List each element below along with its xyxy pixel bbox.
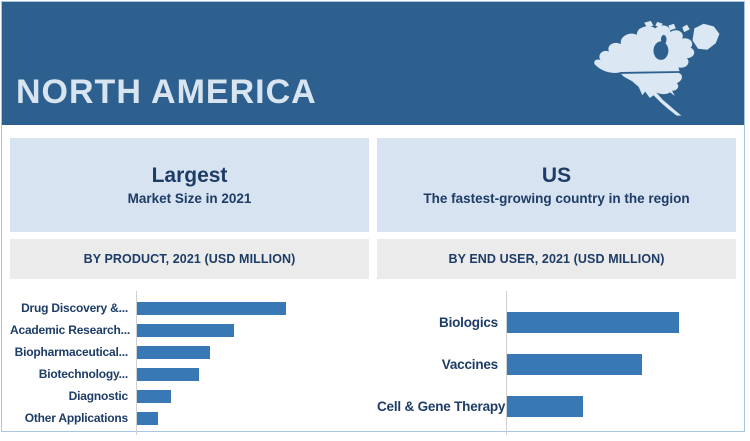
bar-track [136,319,369,341]
category-label: Vaccines [441,356,498,372]
bar-track [136,341,369,363]
by-end-user-bar-chart: Biologics Vaccines Cell & Gene Therapy [377,291,736,435]
by-product-bar-chart: Drug Discovery &... Academic Research... B… [10,291,369,435]
category-label: Biologics [439,314,498,330]
infographic-frame: NORTH AMERICA Largest Market Size in 202… [1,1,745,435]
panel-left: Largest Market Size in 2021 BY PRODUCT, … [10,138,369,279]
bar [136,389,172,403]
bar-track [506,301,736,343]
bar [136,411,159,425]
panel-left-title: Largest [151,164,228,187]
bar-track [506,385,736,427]
bar-track [506,343,736,385]
chart-row: Academic Research... [10,319,369,341]
category-label: Biotechnology... [38,367,128,381]
north-america-map-icon [594,20,720,116]
chart-row: Cell & Gene Therapy [377,385,736,427]
category-label: Other Applications [24,411,129,425]
panel-left-subtitle: Market Size in 2021 [127,191,252,206]
bar [136,345,210,359]
charts-row: Drug Discovery &... Academic Research... B… [10,291,736,435]
bar [506,353,642,375]
chart-row: Biopharmaceutical... [10,341,369,363]
bar-track [136,385,369,407]
category-label: Cell & Gene Therapy [377,398,506,414]
panel-left-highlight: Largest Market Size in 2021 [10,138,369,232]
region-banner: NORTH AMERICA [2,2,744,125]
panel-right-subtitle: The fastest-growing country in the regio… [423,191,690,206]
panel-left-section-label: BY PRODUCT, 2021 (USD MILLION) [10,239,369,279]
panel-right-section-label: BY END USER, 2021 (USD MILLION) [377,239,736,279]
chart-row: Biotechnology... [10,363,369,385]
chart-row: Drug Discovery &... [10,297,369,319]
y-axis-line [506,291,507,435]
chart-row: Biologics [377,301,736,343]
bar-track [136,363,369,385]
category-label: Diagnostic [68,389,129,403]
bar [136,323,235,337]
panel-right-highlight: US The fastest-growing country in the re… [377,138,736,232]
bar-track [136,407,369,429]
panel-right: US The fastest-growing country in the re… [377,138,736,279]
bar [136,301,286,315]
chart-row: Other Applications [10,407,369,429]
bar [506,311,680,333]
bar [136,367,199,381]
category-label: Biopharmaceutical... [14,345,129,359]
chart-row: Diagnostic [10,385,369,407]
region-title: NORTH AMERICA [16,73,317,111]
bar-track [136,297,369,319]
bar [506,395,584,417]
chart-row: Vaccines [377,343,736,385]
y-axis-line [136,291,137,435]
category-label: Drug Discovery &... [21,301,128,315]
category-label: Academic Research... [10,323,131,337]
panel-right-title: US [541,164,572,187]
summary-panels: Largest Market Size in 2021 BY PRODUCT, … [10,138,736,279]
